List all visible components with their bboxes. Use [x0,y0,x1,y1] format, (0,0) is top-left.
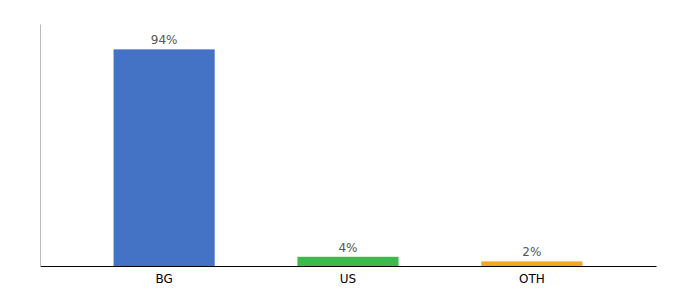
plot: 94% 4% 2% BG US OTH [41,25,657,286]
bar [114,49,215,266]
chart: 94% 4% 2% BG US OTH [0,0,680,300]
bar [297,257,398,266]
data-label: 2% [522,245,541,259]
data-label: 4% [338,241,357,255]
x-tick: BG [155,272,172,286]
x-tick: US [340,272,356,286]
x-tick: OTH [519,272,545,286]
x-axis: BG US OTH [41,267,657,286]
chart-container: 94% 4% 2% BG US OTH [0,0,680,300]
data-labels: 94% 4% 2% [151,33,542,259]
bar [481,261,582,266]
y-axis-line [40,25,41,267]
data-label: 94% [151,33,178,47]
y-axis [40,25,41,267]
bars [114,49,583,266]
x-tick-label: BG [155,272,172,286]
x-tick-label: OTH [519,272,545,286]
x-axis-line [41,266,657,267]
x-tick-label: US [340,272,356,286]
